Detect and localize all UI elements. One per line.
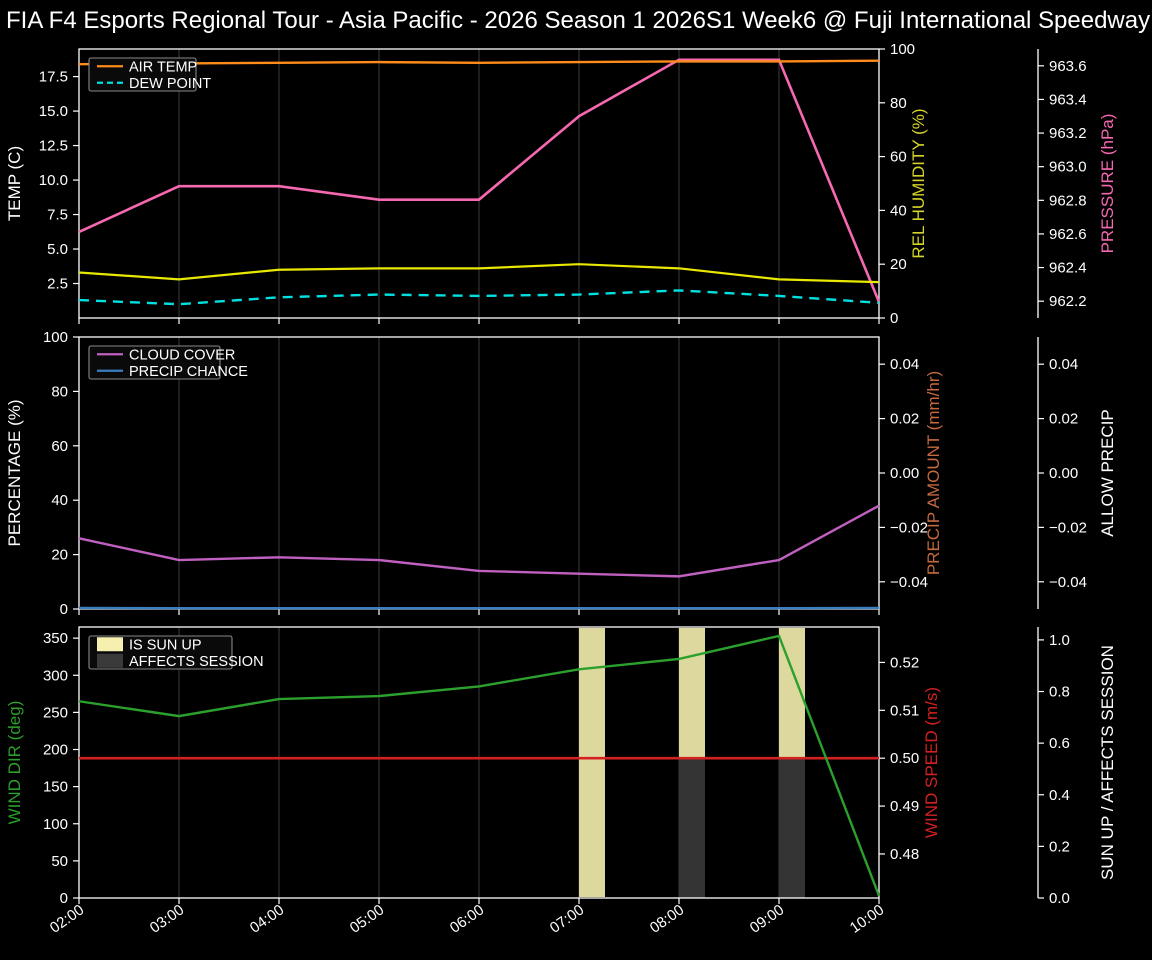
svg-text:150: 150 [43,779,68,796]
svg-text:7.5: 7.5 [47,207,68,224]
svg-text:PRECIP CHANCE: PRECIP CHANCE [129,364,248,380]
svg-text:REL HUMIDITY (%): REL HUMIDITY (%) [909,108,928,258]
svg-text:−0.02: −0.02 [1049,519,1087,536]
svg-text:962.6: 962.6 [1049,226,1087,243]
svg-text:0.04: 0.04 [1049,356,1078,373]
svg-text:0.8: 0.8 [1049,684,1070,701]
svg-text:0: 0 [60,601,68,618]
svg-text:962.4: 962.4 [1049,260,1087,277]
svg-text:50: 50 [51,853,68,870]
svg-text:1.0: 1.0 [1049,632,1070,649]
svg-text:0.49: 0.49 [890,798,919,815]
svg-text:20: 20 [890,256,907,273]
svg-text:0.4: 0.4 [1049,787,1070,804]
svg-text:17.5: 17.5 [39,69,68,86]
svg-text:−0.04: −0.04 [890,574,928,591]
svg-text:100: 100 [43,329,68,346]
svg-text:0.48: 0.48 [890,846,919,863]
svg-text:IS SUN UP: IS SUN UP [129,637,202,653]
svg-text:SUN UP / AFFECTS SESSION: SUN UP / AFFECTS SESSION [1098,645,1117,880]
svg-text:2.5: 2.5 [47,276,68,293]
svg-text:0.52: 0.52 [890,654,919,671]
svg-text:CLOUD COVER: CLOUD COVER [129,347,235,363]
svg-text:300: 300 [43,667,68,684]
svg-text:0.51: 0.51 [890,702,919,719]
svg-text:0.6: 0.6 [1049,735,1070,752]
svg-text:AIR TEMP: AIR TEMP [129,59,197,75]
svg-text:0.50: 0.50 [890,750,919,767]
svg-text:0.00: 0.00 [1049,465,1078,482]
svg-text:963.4: 963.4 [1049,91,1087,108]
svg-text:963.6: 963.6 [1049,58,1087,75]
svg-text:PERCENTAGE (%): PERCENTAGE (%) [5,399,24,546]
svg-text:DEW POINT: DEW POINT [129,76,211,92]
svg-text:WIND DIR (deg): WIND DIR (deg) [5,701,24,825]
svg-text:0: 0 [60,890,68,907]
svg-text:WIND SPEED (m/s): WIND SPEED (m/s) [922,687,941,838]
svg-text:ALLOW PRECIP: ALLOW PRECIP [1098,409,1117,537]
svg-text:962.2: 962.2 [1049,293,1087,310]
svg-text:0.02: 0.02 [1049,411,1078,428]
svg-text:963.0: 963.0 [1049,159,1087,176]
svg-text:10.0: 10.0 [39,172,68,189]
svg-text:963.2: 963.2 [1049,125,1087,142]
svg-text:0.2: 0.2 [1049,838,1070,855]
svg-text:250: 250 [43,704,68,721]
svg-text:40: 40 [51,492,68,509]
svg-text:0: 0 [890,310,898,327]
svg-text:−0.02: −0.02 [890,519,928,536]
svg-text:−0.04: −0.04 [1049,574,1087,591]
svg-text:0.0: 0.0 [1049,890,1070,907]
svg-text:60: 60 [51,438,68,455]
svg-text:5.0: 5.0 [47,241,68,258]
svg-text:TEMP (C): TEMP (C) [5,146,24,221]
svg-text:15.0: 15.0 [39,103,68,120]
svg-text:PRECIP AMOUNT (mm/hr): PRECIP AMOUNT (mm/hr) [924,371,943,575]
svg-text:350: 350 [43,630,68,647]
svg-text:0.00: 0.00 [890,465,919,482]
svg-text:12.5: 12.5 [39,138,68,155]
svg-text:40: 40 [890,202,907,219]
svg-text:20: 20 [51,547,68,564]
svg-text:962.8: 962.8 [1049,192,1087,209]
svg-text:0.02: 0.02 [890,411,919,428]
svg-text:200: 200 [43,742,68,759]
svg-text:100: 100 [890,41,915,58]
svg-text:100: 100 [43,816,68,833]
svg-text:0.04: 0.04 [890,356,919,373]
svg-text:60: 60 [890,149,907,166]
svg-text:AFFECTS SESSION: AFFECTS SESSION [129,654,264,670]
svg-text:80: 80 [51,383,68,400]
svg-text:80: 80 [890,95,907,112]
svg-text:PRESSURE (hPa): PRESSURE (hPa) [1098,114,1117,254]
